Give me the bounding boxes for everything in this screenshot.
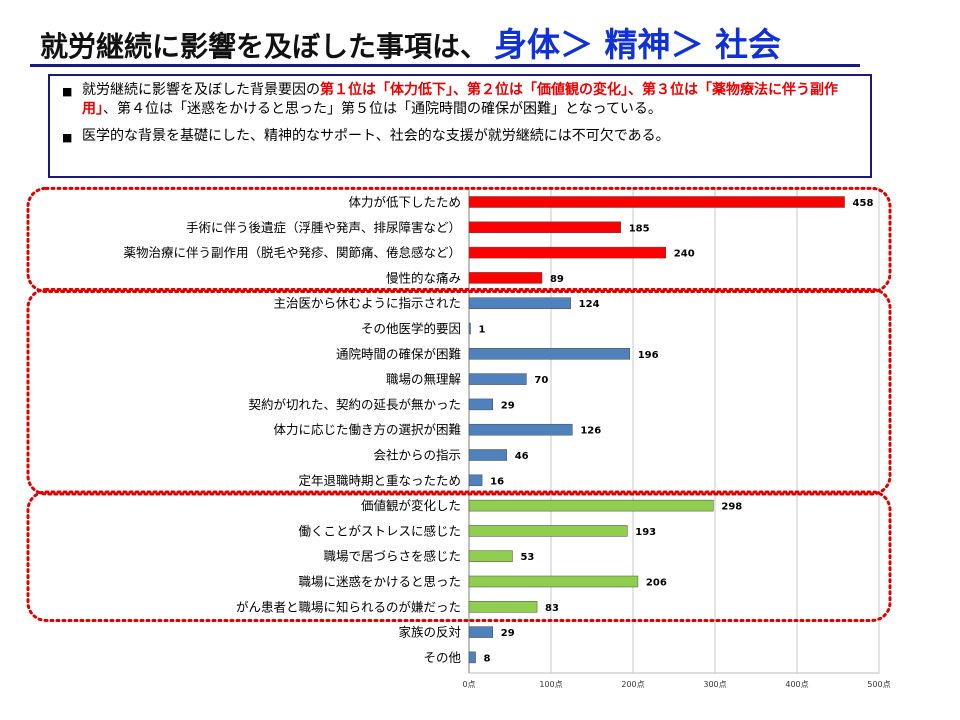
category-label: その他	[423, 650, 461, 665]
data-label: 240	[674, 249, 695, 260]
category-label: 会社からの指示	[373, 448, 461, 463]
bar	[468, 601, 538, 613]
x-tick-label: 500点	[867, 680, 890, 689]
summary-box: ■ 就労継続に影響を及ぼした背景要因の第１位は「体力低下」、第２位は「価値観の変…	[48, 74, 872, 178]
category-label: 手術に伴う後遺症（浮腫や発声、排尿障害など）	[186, 220, 461, 235]
bar	[468, 272, 543, 284]
x-tick-label: 400点	[785, 680, 808, 689]
bar	[468, 550, 513, 562]
data-label: 206	[646, 578, 667, 589]
category-label: 働くことがストレスに感じた	[298, 523, 461, 538]
bar	[468, 525, 628, 537]
category-label: 慢性的な痛み	[386, 270, 461, 285]
category-label: 職場に迷惑をかけると思った	[298, 574, 461, 589]
summary-paragraph-1: ■ 就労継続に影響を及ぼした背景要因の第１位は「体力低下」、第２位は「価値観の変…	[62, 81, 860, 119]
data-label: 70	[534, 375, 548, 386]
category-label: 主治医から休むように指示された	[273, 296, 461, 311]
bar	[468, 423, 573, 436]
category-label: 通院時間の確保が困難	[336, 346, 461, 361]
page-title-main: 就労継続に影響を及ぼした事項は、	[40, 30, 489, 63]
category-label: その他医学的要因	[361, 321, 461, 336]
summary-paragraph-1-text: 就労継続に影響を及ぼした背景要因の第１位は「体力低下」、第２位は「価値観の変化」…	[82, 81, 860, 119]
bar	[468, 196, 845, 208]
data-label: 16	[490, 476, 504, 487]
category-label: 職場で居づらさを感じた	[323, 549, 461, 564]
summary-p1-emphasis: 第１位は「体力低下」、第２位は「価値観の変化」、第３位は「薬物療法に伴う副作用」	[82, 82, 838, 117]
category-label: 体力が低下したため	[348, 195, 461, 210]
data-label: 53	[520, 552, 534, 563]
data-label: 83	[545, 603, 559, 614]
data-label: 8	[484, 653, 491, 664]
data-label: 193	[635, 527, 656, 538]
category-label: 体力に応じた働き方の選択が困難	[273, 422, 461, 437]
bar	[468, 474, 483, 487]
data-label: 89	[550, 274, 564, 285]
data-label: 126	[580, 426, 601, 437]
category-label: 定年退職時期と重なったため	[298, 473, 461, 488]
bar	[468, 499, 714, 512]
x-tick-label: 300点	[703, 680, 726, 689]
bar	[468, 246, 667, 259]
bar	[468, 449, 507, 461]
category-label: がん患者と職場に知られるのが嫌だった	[236, 599, 461, 614]
data-label: 124	[579, 299, 600, 310]
black-square-bullet-icon: ■	[62, 131, 73, 144]
summary-paragraph-2: ■ 医学的な背景を基礎にした、精神的なサポート、社会的な支援が就労継続には不可欠…	[62, 127, 860, 147]
page-title-highlight: 身体＞ 精神＞ 社会	[494, 25, 781, 64]
data-label: 46	[515, 451, 529, 462]
data-label: 196	[638, 350, 659, 361]
category-label: 家族の反対	[398, 625, 461, 640]
data-label: 29	[501, 628, 515, 639]
group-highlight-outline	[26, 490, 892, 622]
x-tick-label: 100点	[539, 680, 562, 689]
category-label: 薬物治療に伴う副作用（脱毛や発疹、関節痛、倦怠感など）	[123, 245, 461, 260]
category-label: 契約が切れた、契約の延長が無かった	[248, 397, 461, 412]
title-underline	[30, 64, 860, 67]
category-label: 価値観が変化した	[361, 498, 461, 513]
bar	[468, 297, 571, 309]
group-highlight-outline	[26, 288, 892, 496]
x-tick-label: 200点	[621, 680, 644, 689]
data-label: 1	[479, 325, 486, 336]
bar	[468, 626, 494, 638]
x-tick-label: 0点	[462, 680, 475, 689]
summary-paragraph-2-text: 医学的な背景を基礎にした、精神的なサポート、社会的な支援が就労継続には不可欠であ…	[82, 128, 670, 144]
group-highlight-outline	[26, 186, 892, 294]
data-label: 185	[629, 223, 650, 234]
bar	[468, 398, 494, 411]
data-label: 458	[853, 198, 874, 209]
category-label: 職場の無理解	[386, 372, 461, 387]
bar	[468, 348, 630, 360]
summary-p1-rest: 、第４位は「迷惑をかけると思った」第５位は「通院時間の確保が困難」となっている。	[103, 101, 662, 117]
page-title: 就労継続に影響を及ぼした事項は、 身体＞ 精神＞ 社会	[40, 18, 781, 66]
bar	[468, 221, 621, 234]
bar	[468, 651, 476, 664]
bar	[468, 373, 527, 385]
summary-p1-intro: 就労継続に影響を及ぼした背景要因の	[82, 82, 320, 98]
black-square-bullet-icon: ■	[62, 85, 73, 98]
data-label: 29	[501, 400, 515, 411]
bar	[468, 575, 639, 588]
bar	[468, 322, 471, 335]
data-label: 298	[721, 502, 742, 513]
